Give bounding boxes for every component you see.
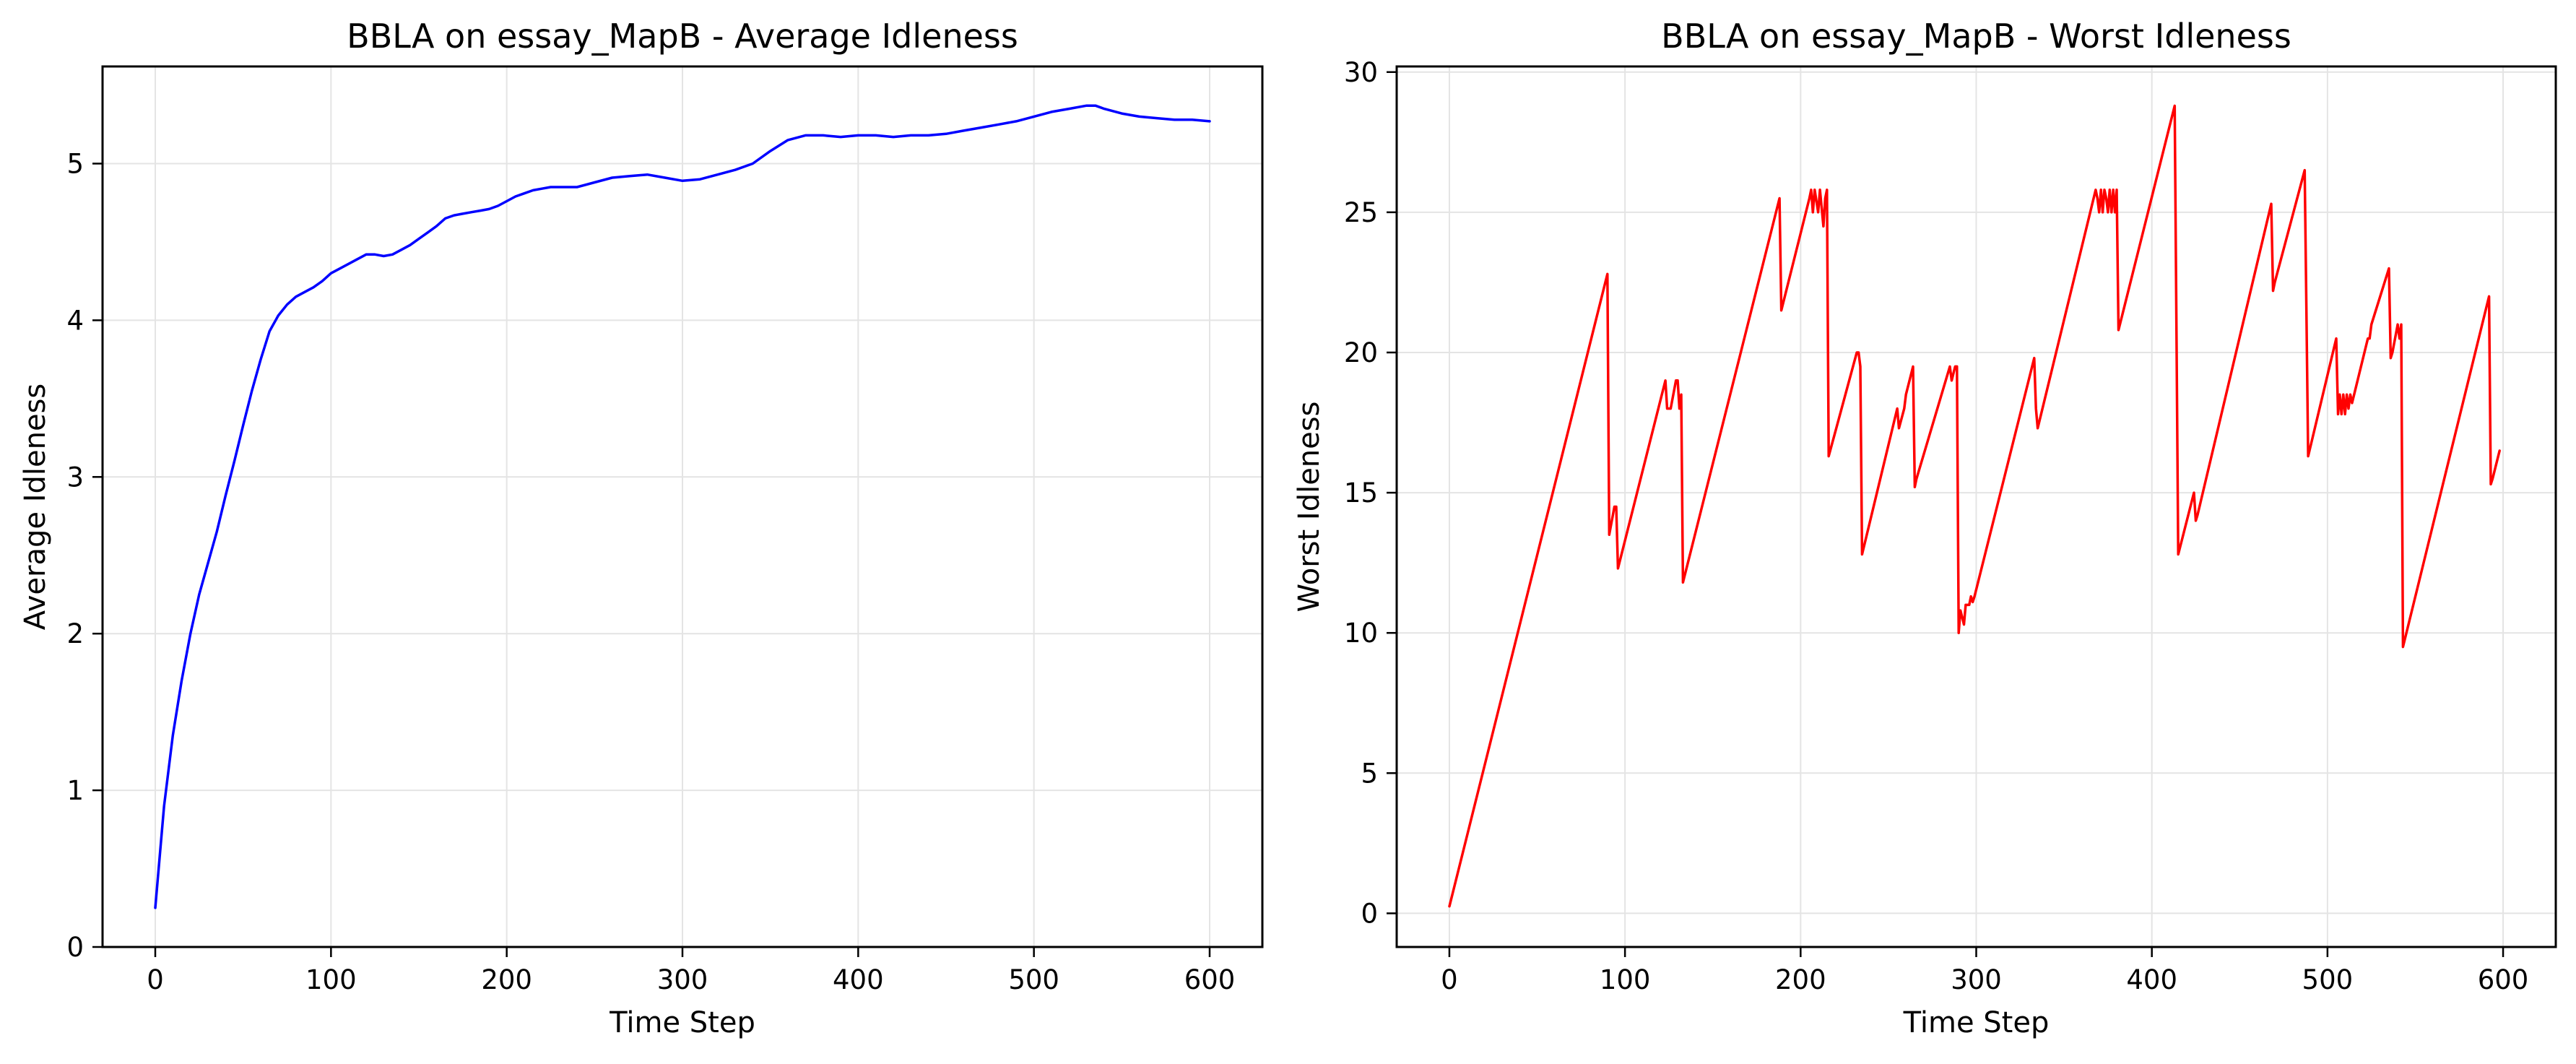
chart1-ytick-label: 2 <box>66 618 84 649</box>
chart1-xtick-label: 0 <box>147 964 164 995</box>
chart2-xtick-label: 500 <box>2302 964 2354 995</box>
chart1-xtick-label: 300 <box>657 964 708 995</box>
chart1: 0 100 200 300 400 500 600 0 1 2 3 4 5 BBLA on essay_M… <box>19 17 1264 1039</box>
chart1-series-line-1 <box>154 104 1211 909</box>
chart1-ytick-label: 4 <box>66 305 84 336</box>
chart2-ytick-label: 0 <box>1361 898 1378 929</box>
chart2: 0 100 200 300 400 500 600 0 5 10 15 20 25 30 BBLA on e… <box>1293 17 2557 1039</box>
chart1-ylabel: Average Idleness <box>19 384 52 631</box>
chart2-xtick-label: 300 <box>1951 964 2002 995</box>
chart1-xlabel: Time Step <box>609 1006 755 1039</box>
chart2-ytick-label: 20 <box>1344 337 1378 368</box>
chart2-xtick-label: 0 <box>1441 964 1458 995</box>
chart2-xtick-label: 600 <box>2478 964 2529 995</box>
chart2-xtick-label: 400 <box>2126 964 2177 995</box>
chart2-xlabel: Time Step <box>1903 1006 2050 1039</box>
chart2-ytick-label: 10 <box>1344 618 1378 649</box>
chart2-ytick-label: 25 <box>1344 197 1378 228</box>
chart2-ytick-label: 5 <box>1361 758 1378 789</box>
chart1-xtick-label: 500 <box>1008 964 1059 995</box>
chart2-ytick-label: 15 <box>1344 477 1378 509</box>
chart1-ytick-label: 1 <box>66 775 84 806</box>
chart2-ylabel: Worst Idleness <box>1293 402 1326 613</box>
chart2-series-line-1 <box>1448 104 2501 908</box>
chart1-ytick-label: 5 <box>66 148 84 179</box>
chart1-ytick-label: 3 <box>66 462 84 493</box>
chart2-xtick-label: 200 <box>1775 964 1826 995</box>
chart1-xtick-label: 400 <box>833 964 884 995</box>
chart2-xtick-label: 100 <box>1600 964 1651 995</box>
chart1-title: BBLA on essay_MapB - Average Idleness <box>347 17 1018 56</box>
chart2-title: BBLA on essay_MapB - Worst Idleness <box>1661 17 2291 56</box>
chart1-xtick-label: 200 <box>481 964 532 995</box>
chart1-xtick-label: 600 <box>1184 964 1236 995</box>
chart1-xtick-label: 100 <box>305 964 357 995</box>
chart1-ytick-label: 0 <box>66 932 84 963</box>
chart2-ytick-label: 30 <box>1344 57 1378 88</box>
